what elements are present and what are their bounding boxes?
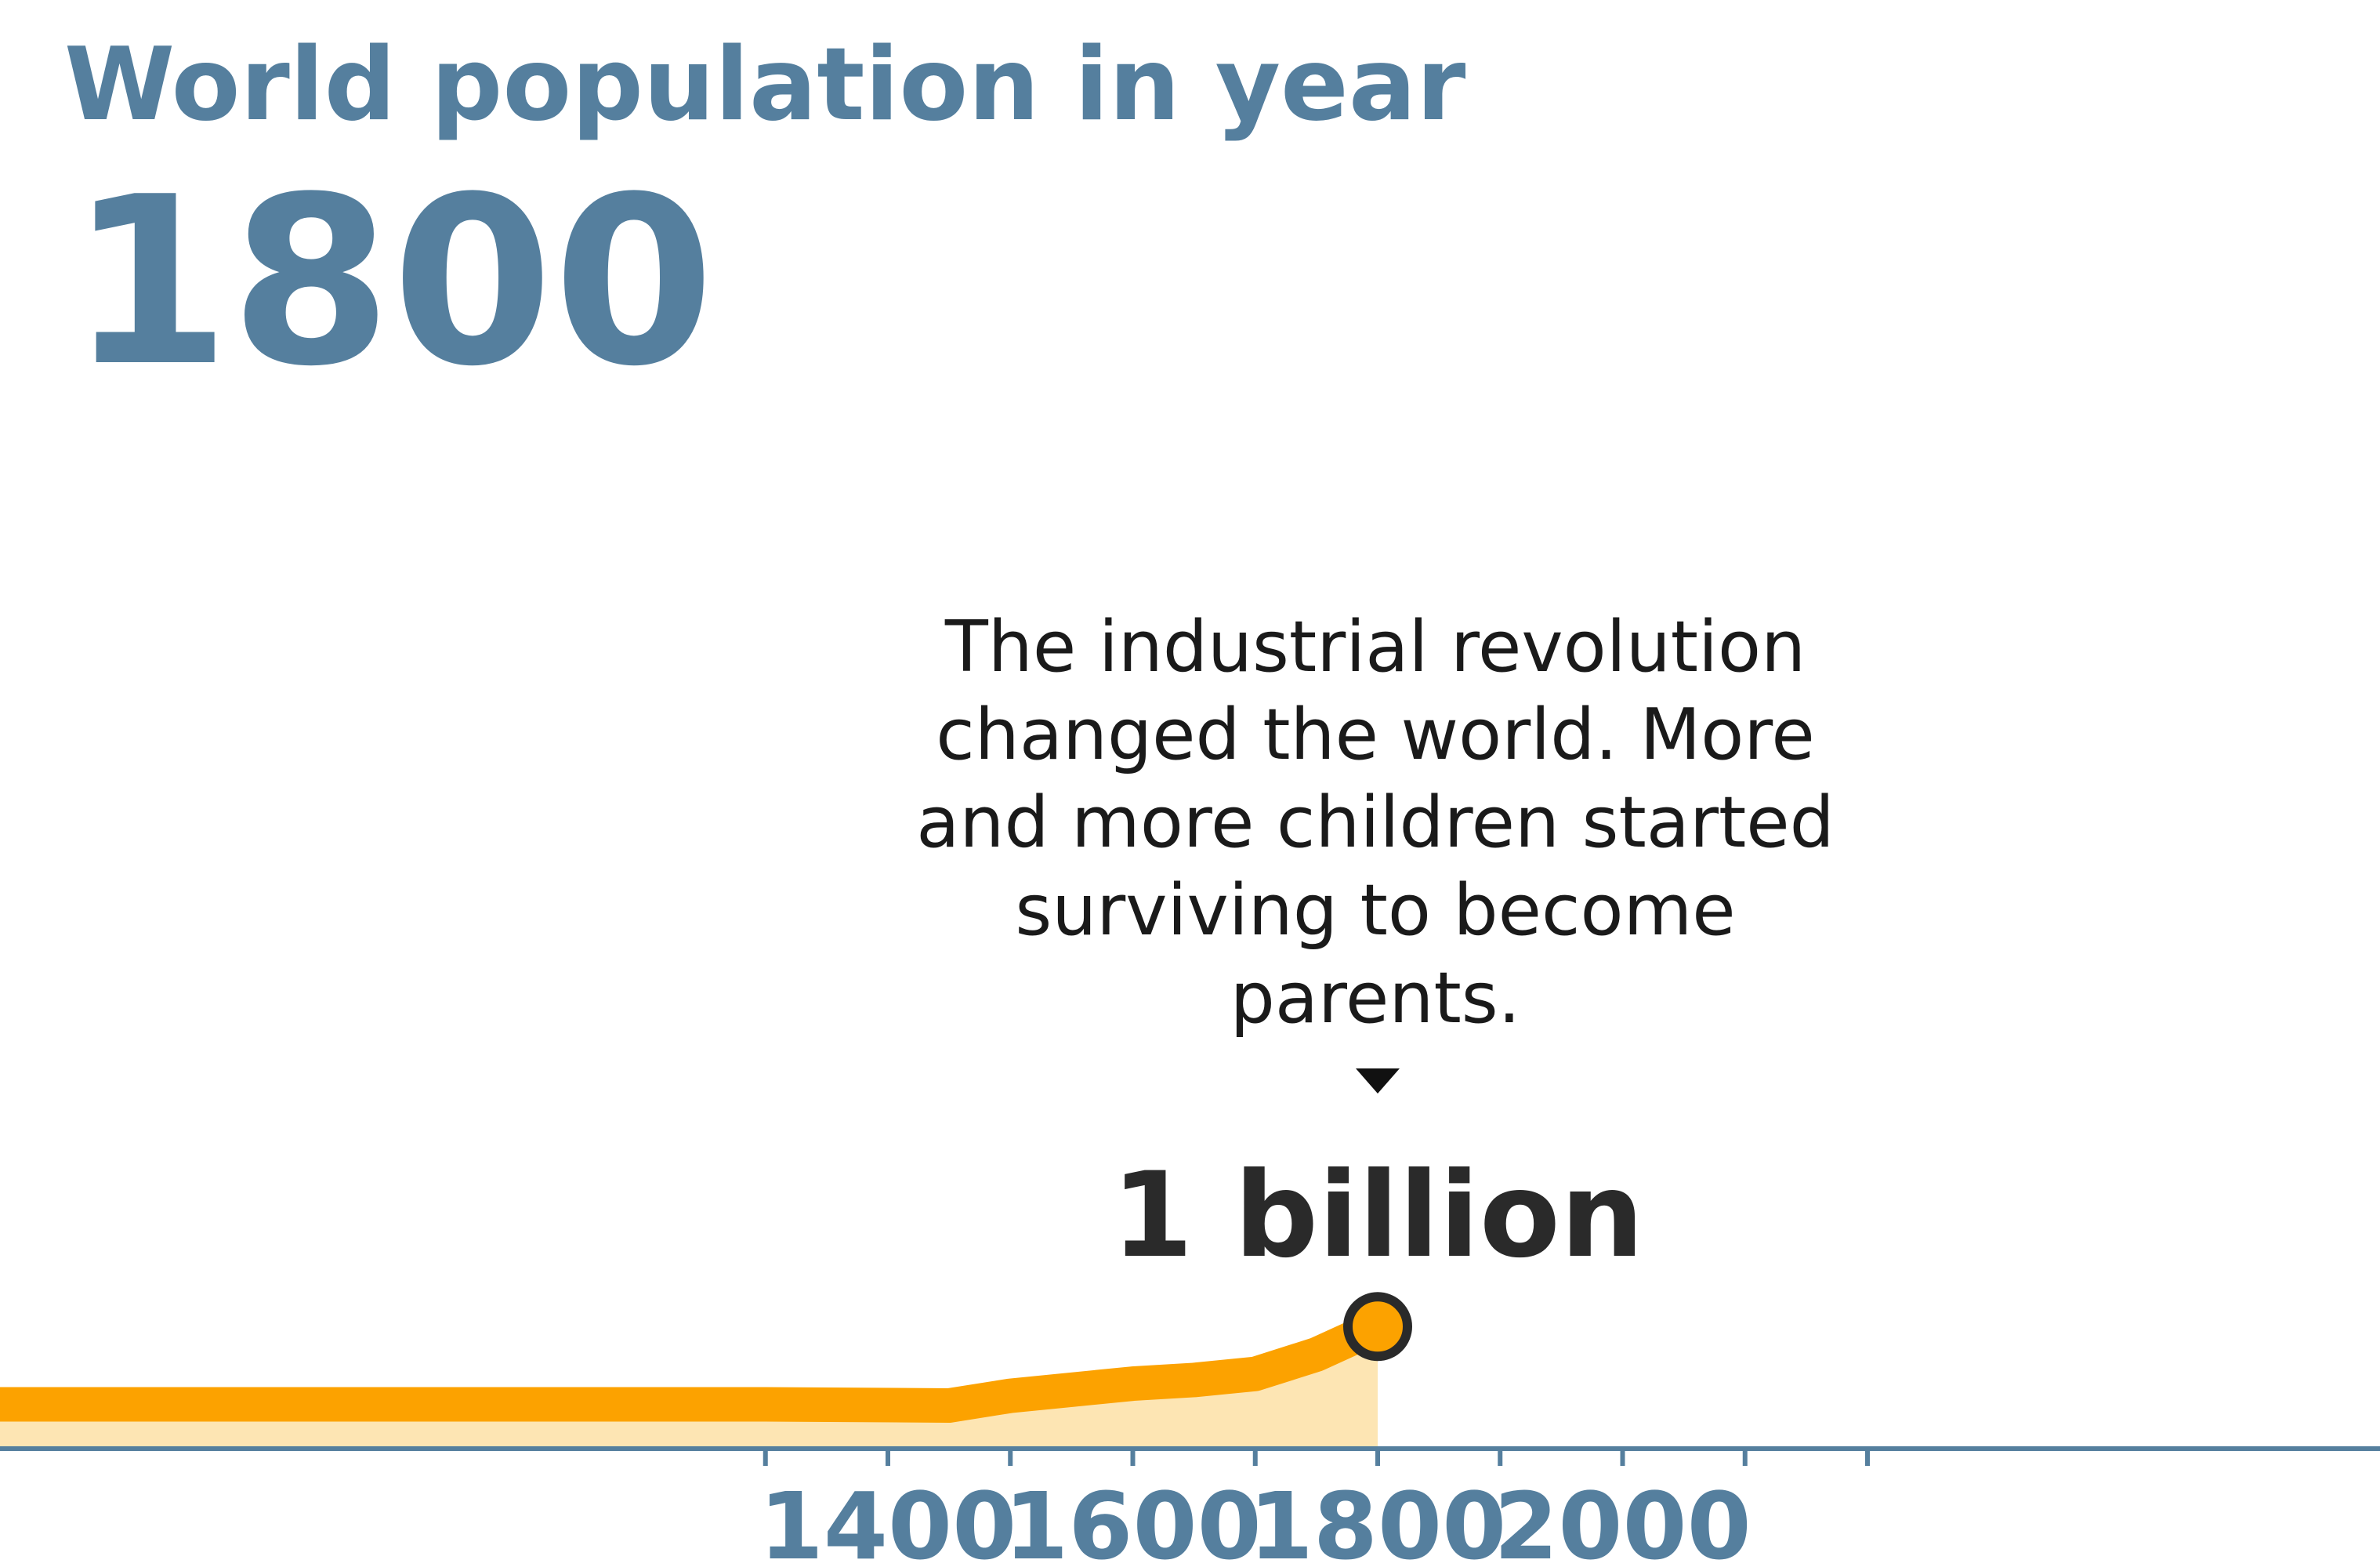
population-value-label: 1 billion bbox=[1111, 1148, 1643, 1284]
year-display: 1800 bbox=[69, 147, 715, 417]
current-year-marker bbox=[1343, 1292, 1412, 1362]
population-line bbox=[0, 1309, 1395, 1423]
annotation-line: surviving to become bbox=[1015, 869, 1735, 952]
annotation: The industrial revolution changed the wo… bbox=[916, 606, 1835, 1094]
annotation-pointer-icon bbox=[1356, 1068, 1400, 1094]
x-tick-label: 1800 bbox=[1249, 1472, 1506, 1567]
annotation-line: parents. bbox=[1230, 957, 1521, 1039]
x-tick-label: 2000 bbox=[1494, 1472, 1751, 1567]
annotation-line: changed the world. More bbox=[936, 694, 1814, 776]
x-tick-label: 1600 bbox=[1004, 1472, 1261, 1567]
annotation-line: The industrial revolution bbox=[944, 606, 1806, 688]
chart-title: World population in year bbox=[64, 27, 1465, 143]
annotation-line: and more children started bbox=[916, 782, 1835, 864]
x-tick-label: 1400 bbox=[759, 1472, 1016, 1567]
